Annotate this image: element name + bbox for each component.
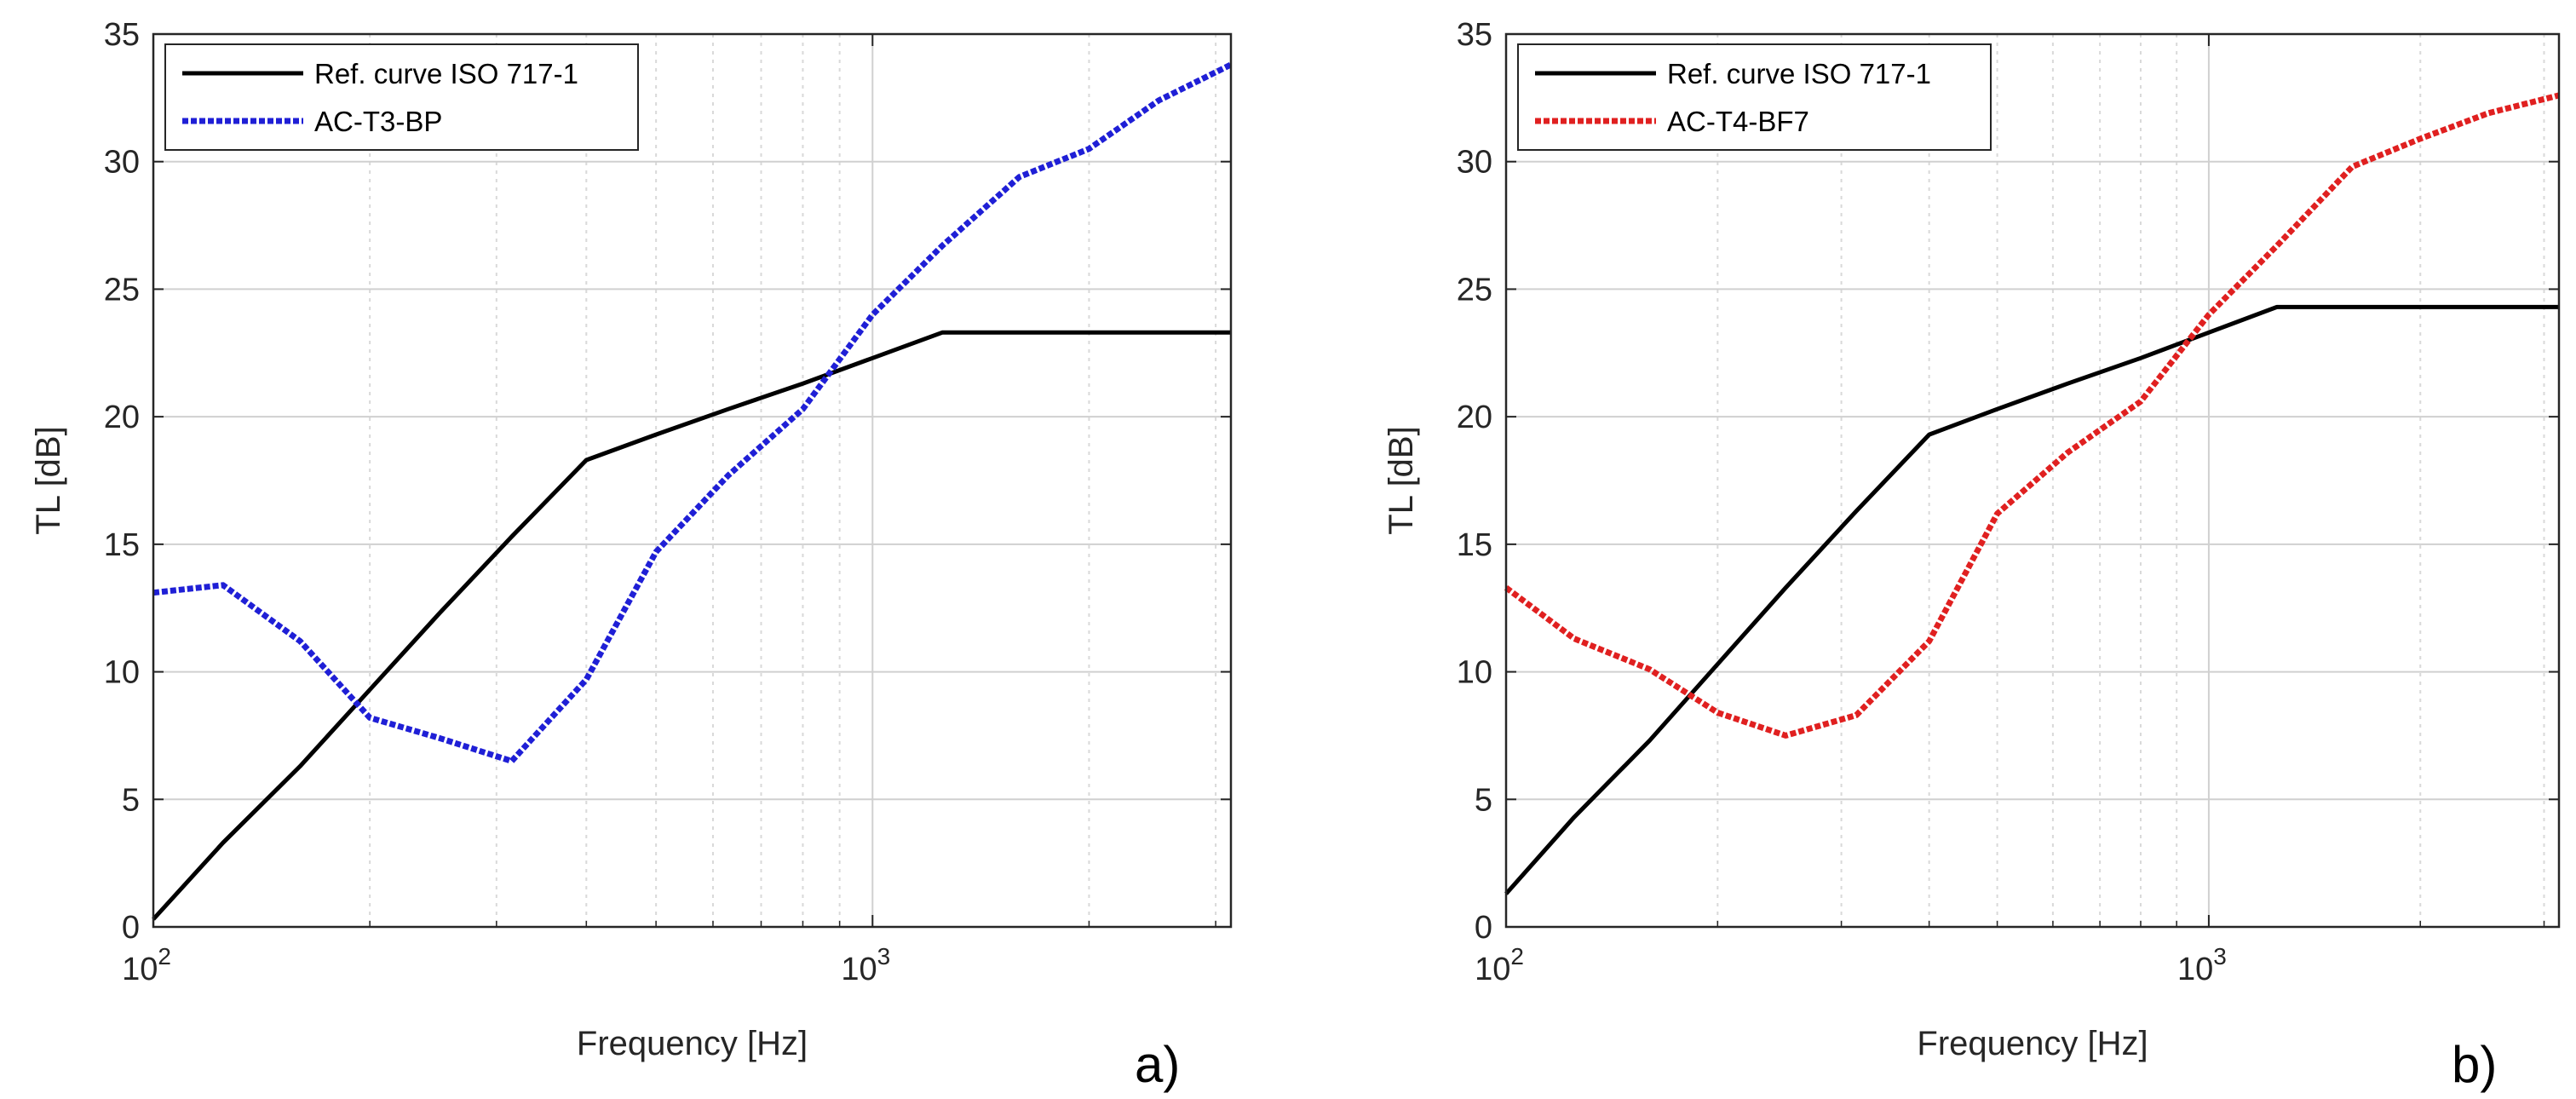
y-tick-label: 0 xyxy=(122,910,140,946)
legend-label: Ref. curve ISO 717-1 xyxy=(314,58,578,89)
y-tick-label: 20 xyxy=(104,400,140,435)
y-axis-label: TL [dB] xyxy=(1383,426,1420,534)
series-line-ref-curve-iso-717-1 xyxy=(152,330,1231,921)
series-line-ac-t3-bp xyxy=(152,61,1233,764)
y-tick-label: 30 xyxy=(1457,145,1492,181)
y-tick-label: 15 xyxy=(104,527,140,563)
y-tick-label: 35 xyxy=(104,17,140,53)
x-tick-label: 102 xyxy=(122,943,171,987)
legend-label: AC-T4-BF7 xyxy=(1667,106,1809,137)
legend-label: Ref. curve ISO 717-1 xyxy=(1667,58,1931,89)
chart-panel-b: 0 5 10 15 20 25 30 35 102 103 Frequency [Hz] TL [dB… xyxy=(1383,17,2561,1093)
x-axis-label: Frequency [Hz] xyxy=(1917,1025,2148,1062)
x-tick-label: 103 xyxy=(2177,943,2227,987)
series-line-ac-t4-bf7 xyxy=(1504,92,2560,739)
y-tick-label: 10 xyxy=(1457,655,1492,691)
legend-box xyxy=(1517,43,1992,151)
panel-tag: a) xyxy=(1135,1036,1180,1093)
y-tick-label: 30 xyxy=(104,145,140,181)
plot-area xyxy=(1506,34,2559,927)
y-tick-label: 15 xyxy=(1457,527,1492,563)
y-tick-label: 35 xyxy=(1457,17,1492,53)
y-tick-label: 10 xyxy=(104,655,140,691)
y-tick-label: 25 xyxy=(1457,272,1492,308)
x-tick-label: 103 xyxy=(841,943,890,987)
plot-area xyxy=(153,34,1231,927)
y-tick-label: 5 xyxy=(1475,782,1492,818)
legend-box xyxy=(164,43,639,151)
x-tick-label: 102 xyxy=(1475,943,1524,987)
legend-label: AC-T3-BP xyxy=(314,106,442,137)
y-tick-label: 0 xyxy=(1475,910,1492,946)
y-tick-label: 5 xyxy=(122,782,140,818)
panel-tag: b) xyxy=(2452,1036,2497,1093)
y-tick-label: 25 xyxy=(104,272,140,308)
y-axis-label: TL [dB] xyxy=(30,426,67,534)
axes-box xyxy=(152,32,1233,929)
legend: Ref. curve ISO 717-1 AC-T3-BP xyxy=(164,43,639,151)
axes-box xyxy=(1504,32,2561,929)
legend: Ref. curve ISO 717-1 AC-T4-BF7 xyxy=(1517,43,1992,151)
x-axis-label: Frequency [Hz] xyxy=(577,1025,808,1062)
series-line-ref-curve-iso-717-1 xyxy=(1504,304,2559,895)
y-tick-label: 20 xyxy=(1457,400,1492,435)
chart-panel-a: 0 5 10 15 20 25 30 35 102 103 Frequency [Hz] TL [dB… xyxy=(30,17,1233,1093)
